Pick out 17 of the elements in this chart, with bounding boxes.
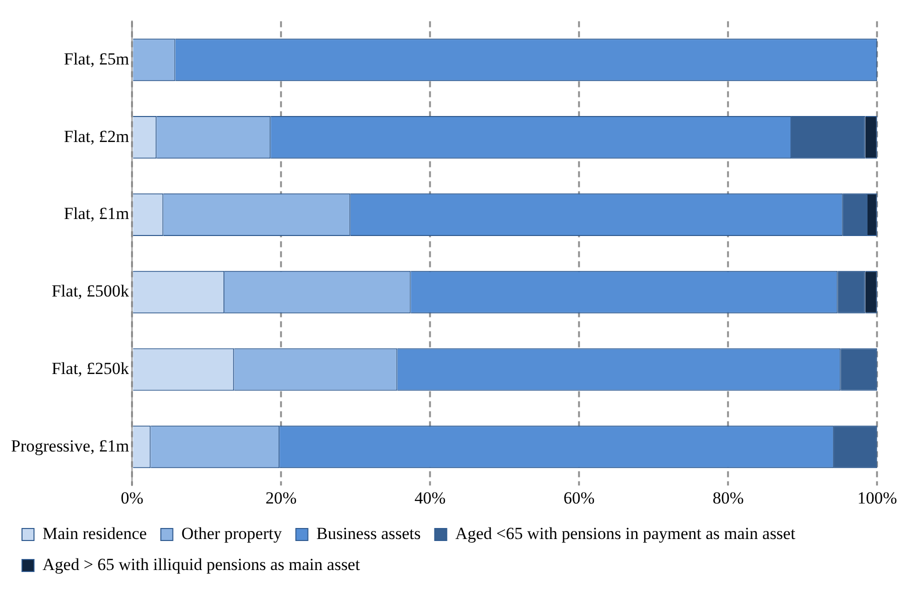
y-tick-label: Flat, £250k: [52, 358, 130, 378]
legend-label: Business assets: [316, 524, 421, 543]
y-tick-label: Flat, £5m: [64, 49, 130, 68]
y-tick-label: Flat, £1m: [64, 204, 130, 224]
x-tick-label: 0%: [120, 488, 144, 508]
x-tick-label: 20%: [265, 488, 297, 508]
legend-label: Other property: [181, 524, 282, 543]
x-tick-label: 40%: [414, 488, 446, 508]
legend-label: Aged > 65 with illiquid pensions as main asset: [42, 554, 360, 574]
legend-label: Main residence: [42, 524, 147, 543]
y-tick-label: Progressive, £1m: [11, 436, 130, 456]
x-tick-label: 80%: [712, 488, 744, 508]
legend-label: Aged <65 with pensions in payment as main asset: [455, 524, 796, 543]
x-tick-label: 60%: [564, 488, 595, 508]
y-tick-label: Flat, £500k: [52, 282, 130, 301]
x-tick-label: 100%: [857, 488, 898, 508]
y-tick-label: Flat, £2m: [64, 126, 130, 146]
